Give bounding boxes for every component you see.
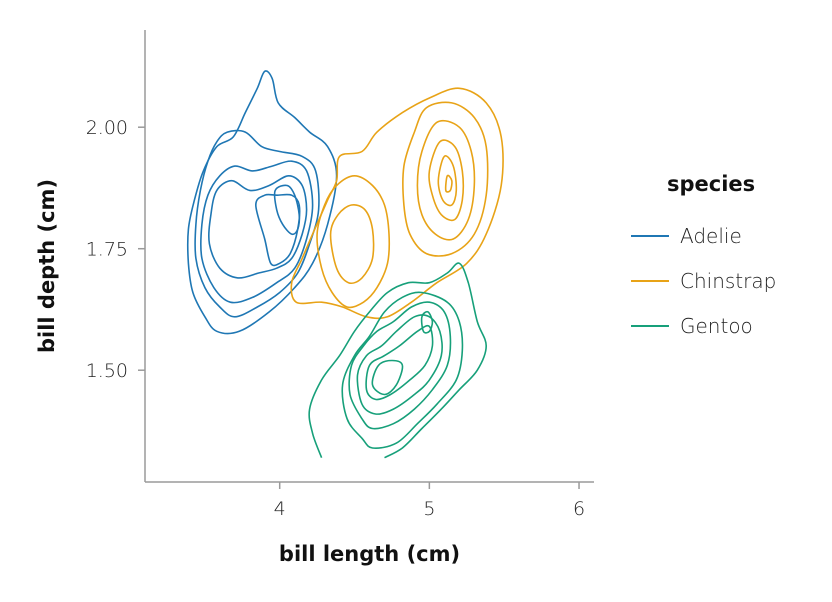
adelie-contour-6 xyxy=(273,184,301,236)
x-tick-label: 4 xyxy=(274,498,286,520)
adelie-contour-4 xyxy=(208,175,308,279)
legend-label: Adelie xyxy=(680,224,742,248)
y-tick-label: 2.00 xyxy=(86,117,128,139)
adelie-contour-1 xyxy=(186,70,338,335)
x-tick-label: 5 xyxy=(423,498,435,520)
legend: species Adelie Chinstrap Gentoo xyxy=(631,172,776,338)
legend-label: Gentoo xyxy=(680,314,753,338)
gentoo-contour-2 xyxy=(341,291,464,449)
chinstrap-contour-8 xyxy=(444,174,453,193)
chinstrap-contour-3 xyxy=(316,175,391,309)
gentoo-contour-1 xyxy=(308,262,487,459)
gentoo-contour-5 xyxy=(365,324,434,401)
chinstrap-contour-4 xyxy=(416,119,476,241)
y-tick-label: 1.75 xyxy=(86,239,128,261)
gentoo-contour-7 xyxy=(420,310,434,334)
y-tick-label: 1.50 xyxy=(86,360,128,382)
gentoo-contour-6 xyxy=(371,359,404,396)
legend-entries: Adelie Chinstrap Gentoo xyxy=(631,224,776,338)
x-tick-label: 6 xyxy=(573,498,585,520)
series-chinstrap xyxy=(290,87,504,320)
gentoo-contour-4 xyxy=(356,314,443,415)
chinstrap-contour-5 xyxy=(329,204,375,285)
x-axis-title: bill length (cm) xyxy=(279,542,460,566)
gentoo-contour-3 xyxy=(348,301,452,430)
legend-entry-adelie: Adelie xyxy=(631,224,742,248)
chinstrap-contour-2 xyxy=(402,101,489,257)
chinstrap-contour-7 xyxy=(437,155,458,207)
y-axis-ticks: 1.50 1.75 2.00 xyxy=(86,117,145,382)
adelie-contour-2 xyxy=(194,129,320,318)
legend-entry-chinstrap: Chinstrap xyxy=(631,269,776,293)
contour-layer xyxy=(186,70,504,459)
x-axis-ticks: 4 5 6 xyxy=(274,482,585,520)
series-gentoo xyxy=(308,262,487,459)
chinstrap-contour-6 xyxy=(428,139,464,222)
chinstrap-contour-1 xyxy=(290,87,504,320)
legend-entry-gentoo: Gentoo xyxy=(631,314,753,338)
y-axis-title: bill depth (cm) xyxy=(35,179,59,353)
adelie-contour-5 xyxy=(255,193,301,267)
adelie-contour-3 xyxy=(199,160,314,304)
legend-label: Chinstrap xyxy=(680,269,776,293)
legend-title: species xyxy=(667,172,755,196)
series-adelie xyxy=(186,70,338,335)
